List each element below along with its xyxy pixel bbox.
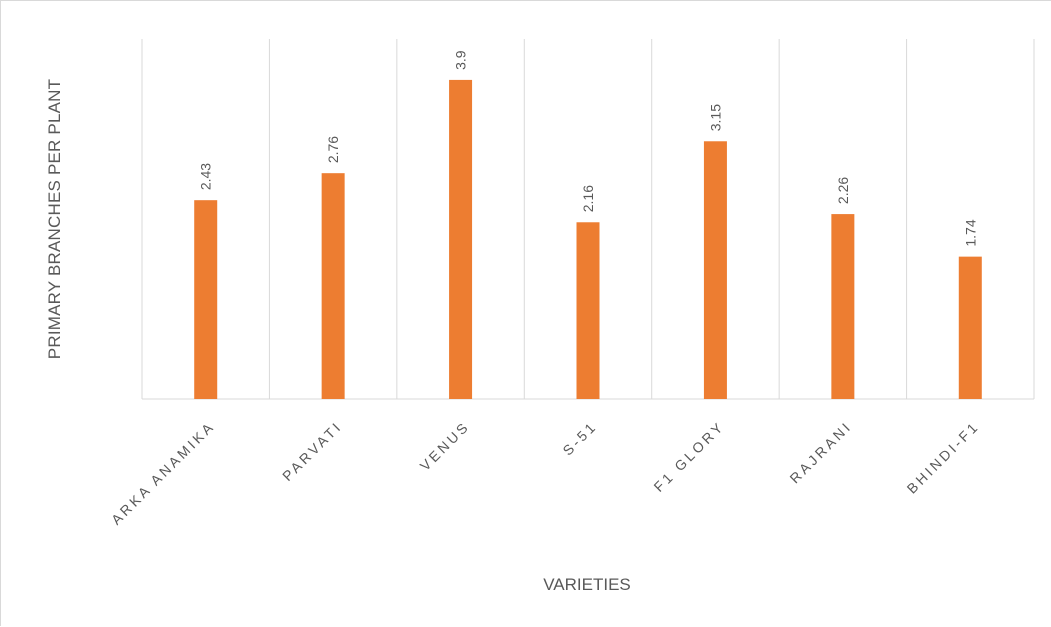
data-label: 3.9 [453,50,469,70]
data-labels: 2.43 2.76 3.9 2.16 3.15 2.26 1.74 [198,50,979,246]
data-label: 2.26 [835,177,851,204]
bar [958,256,982,399]
bar [449,79,473,399]
x-tick-label: ARKA ANAMIKA [108,418,218,528]
data-label: 2.76 [325,136,341,163]
x-tick-label: S-51 [559,418,600,459]
bar [321,173,345,399]
x-tick-label: F1 GLORY [650,418,727,495]
bar [576,222,600,399]
data-label: 3.15 [707,104,723,131]
x-tick-labels: ARKA ANAMIKA PARVATI VENUS S-51 F1 GLORY RAJR… [108,418,983,528]
gridlines [141,39,1035,399]
bar [831,214,855,399]
x-tick-label: PARVATI [279,418,345,484]
data-label: 1.74 [962,219,978,246]
x-tick-label: BHINDI-F1 [904,418,983,497]
data-label: 2.16 [580,185,596,212]
data-label: 2.43 [198,163,214,190]
y-axis-title: PRIMARY BRANCHES PER PLANT [45,79,64,359]
bar [194,200,218,399]
x-axis-title: VARIETIES [543,575,631,594]
x-tick-label: RAJRANI [786,418,855,487]
x-tick-label: VENUS [417,418,473,474]
bars [194,79,982,400]
bar [703,141,727,400]
